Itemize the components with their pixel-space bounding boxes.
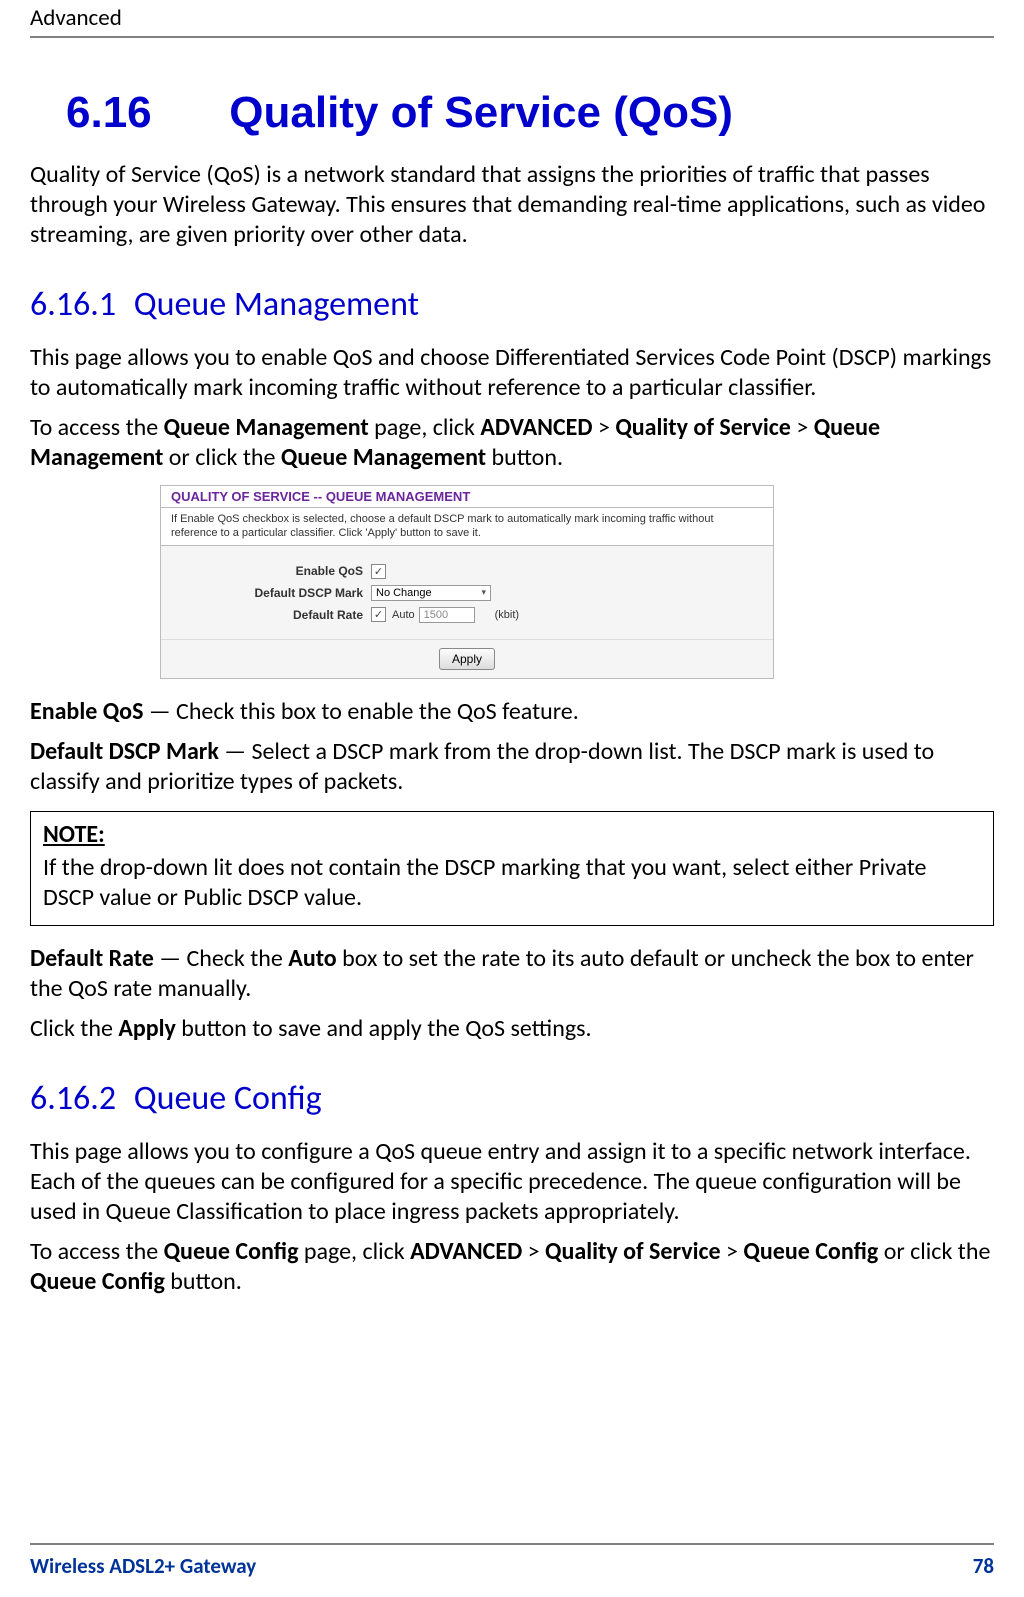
text: button. xyxy=(165,1267,242,1296)
section-heading: 6.16 Quality of Service (QoS) xyxy=(30,88,994,138)
rate-auto-label: Auto xyxy=(392,609,415,621)
note-box: NOTE: If the drop-down lit does not cont… xyxy=(30,811,994,926)
advanced-bold: ADVANCED xyxy=(480,413,592,442)
text: > xyxy=(721,1237,744,1266)
auto-bold: Auto xyxy=(288,944,336,973)
text: button. xyxy=(486,443,563,472)
apply-desc: Click the Apply button to save and apply… xyxy=(30,1014,994,1044)
subsection-2-heading: 6.16.2 Queue Config xyxy=(30,1078,994,1119)
rate-label: Default Rate xyxy=(171,608,371,622)
screenshot-container: QUALITY OF SERVICE -- QUEUE MANAGEMENT I… xyxy=(30,485,994,679)
section-number: 6.16 xyxy=(66,88,152,138)
footer-page-number: 78 xyxy=(973,1553,994,1579)
dscp-label: Default DSCP Mark xyxy=(171,586,371,600)
subsection-1-title: Queue Management xyxy=(134,284,419,325)
text: To access the xyxy=(30,413,164,442)
intro-paragraph: Quality of Service (QoS) is a network st… xyxy=(30,160,994,250)
apply-button[interactable]: Apply xyxy=(439,648,495,670)
text: > xyxy=(593,413,616,442)
qos-panel: QUALITY OF SERVICE -- QUEUE MANAGEMENT I… xyxy=(160,485,774,679)
text: To access the xyxy=(30,1237,164,1266)
subsection-1-heading: 6.16.1 Queue Management xyxy=(30,284,994,325)
text: or click the xyxy=(163,443,281,472)
dscp-selected-value: No Change xyxy=(376,587,432,599)
text: Click the xyxy=(30,1014,118,1043)
subsection-2-number: 6.16.2 xyxy=(30,1078,116,1119)
panel-title: QUALITY OF SERVICE -- QUEUE MANAGEMENT xyxy=(161,486,773,508)
page-footer: Wireless ADSL2+ Gateway 78 xyxy=(30,1543,994,1579)
section-title: Quality of Service (QoS) xyxy=(229,88,733,138)
qos-bold: Quality of Service xyxy=(615,413,791,442)
rate-unit: (kbit) xyxy=(495,609,519,621)
text: page, click xyxy=(298,1237,410,1266)
enable-qos-checkbox[interactable] xyxy=(371,564,386,579)
dscp-row: Default DSCP Mark No Change xyxy=(171,585,763,601)
text: > xyxy=(522,1237,545,1266)
enable-qos-desc: Enable QoS — Check this box to enable th… xyxy=(30,697,994,727)
rate-term: Default Rate xyxy=(30,944,154,973)
enable-qos-term: Enable QoS xyxy=(30,697,143,726)
rate-input[interactable]: 1500 xyxy=(419,607,475,623)
rate-desc: Default Rate — Check the Auto box to set… xyxy=(30,944,994,1004)
dscp-term: Default DSCP Mark xyxy=(30,737,219,766)
text: — Check the xyxy=(154,944,288,973)
advanced-bold-2: ADVANCED xyxy=(410,1237,522,1266)
rate-row: Default Rate Auto 1500 (kbit) xyxy=(171,607,763,623)
sub1-paragraph-1: This page allows you to enable QoS and c… xyxy=(30,343,994,403)
apply-row: Apply xyxy=(161,639,773,678)
queue-config-bold: Queue Config xyxy=(164,1237,299,1266)
text: page, click xyxy=(369,413,481,442)
panel-description: If Enable QoS checkbox is selected, choo… xyxy=(161,508,773,546)
subsection-1-number: 6.16.1 xyxy=(30,284,116,325)
enable-qos-label: Enable QoS xyxy=(171,564,371,578)
dscp-desc: Default DSCP Mark — Select a DSCP mark f… xyxy=(30,737,994,797)
queue-config-bold-2: Queue Config xyxy=(743,1237,878,1266)
text: or click the xyxy=(878,1237,990,1266)
dscp-select[interactable]: No Change xyxy=(371,585,491,601)
sub2-paragraph-2: To access the Queue Config page, click A… xyxy=(30,1237,994,1297)
footer-product-name: Wireless ADSL2+ Gateway xyxy=(30,1553,256,1579)
page-header: Advanced xyxy=(30,0,994,38)
sub1-paragraph-2: To access the Queue Management page, cli… xyxy=(30,413,994,473)
apply-bold: Apply xyxy=(118,1014,176,1043)
qos-bold-2: Quality of Service xyxy=(545,1237,721,1266)
rate-auto-checkbox[interactable] xyxy=(371,607,386,622)
note-label: NOTE: xyxy=(43,820,981,849)
queue-management-bold: Queue Management xyxy=(164,413,369,442)
queue-config-bold-3: Queue Config xyxy=(30,1267,165,1296)
text: — Check this box to enable the QoS featu… xyxy=(143,697,578,726)
sub2-paragraph-1: This page allows you to configure a QoS … xyxy=(30,1137,994,1227)
text: button to save and apply the QoS setting… xyxy=(176,1014,592,1043)
text: > xyxy=(791,413,814,442)
enable-qos-row: Enable QoS xyxy=(171,564,763,579)
note-text: If the drop-down lit does not contain th… xyxy=(43,853,981,913)
panel-form: Enable QoS Default DSCP Mark No Change D… xyxy=(161,546,773,639)
queue-management-bold-3: Queue Management xyxy=(281,443,486,472)
subsection-2-title: Queue Config xyxy=(134,1078,322,1119)
